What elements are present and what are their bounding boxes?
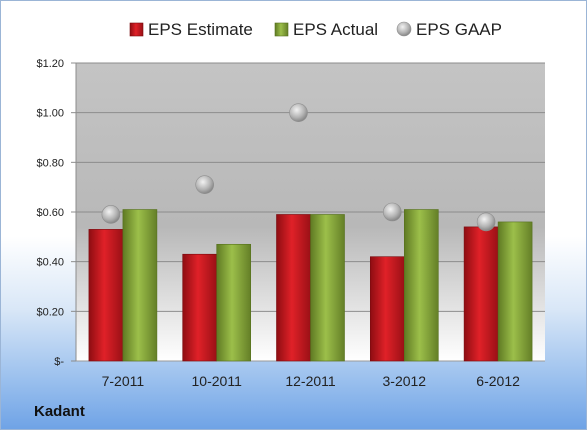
legend-label: EPS Estimate [148,20,253,39]
marker-eps-gaap [195,175,214,194]
x-tick-label: 3-2012 [383,373,427,389]
bar-eps-estimate [463,226,499,362]
x-tick-label: 6-2012 [476,373,520,389]
bar-eps-estimate [276,214,311,362]
marker-eps-gaap [382,202,402,222]
bar-eps-estimate [369,256,405,362]
y-tick-label: $- [54,356,64,368]
company-name: Kadant [34,403,85,420]
legend-label: EPS GAAP [416,20,502,39]
bar-eps-actual [310,214,345,362]
bar-eps-actual [403,209,439,362]
y-tick-label: $1.20 [36,58,64,70]
y-tick-label: $0.60 [36,207,64,219]
legend: EPS Estimate EPS Actual EPS GAAP [129,20,502,39]
bar-eps-actual [497,221,533,362]
bar-eps-estimate [88,229,124,362]
bar-eps-estimate [182,253,217,362]
marker-eps-gaap [289,103,308,122]
legend-label: EPS Actual [293,20,378,39]
y-tick-label: $0.20 [36,306,64,318]
x-tick-label: 7-2011 [102,373,145,389]
x-tick-label: 10-2011 [192,373,243,389]
gaap-markers [101,103,496,232]
x-axis: 7-2011 10-2011 12-2011 3-2012 6-2012 [102,373,520,389]
legend-swatch [274,22,289,37]
legend-swatch [129,22,144,37]
y-tick-label: $0.40 [36,257,64,269]
y-tick-label: $0.80 [36,157,64,169]
legend-swatch [396,21,412,37]
marker-eps-gaap [101,205,121,224]
x-tick-label: 12-2011 [285,373,336,389]
bar-eps-actual [216,243,251,362]
y-axis: $- $0.20 $0.40 $0.60 $0.80 $1.00 $1.20 [36,58,77,368]
bar-series [88,209,533,362]
y-tick-label: $1.00 [36,108,64,120]
marker-eps-gaap [476,212,496,232]
bar-eps-actual [122,209,158,362]
